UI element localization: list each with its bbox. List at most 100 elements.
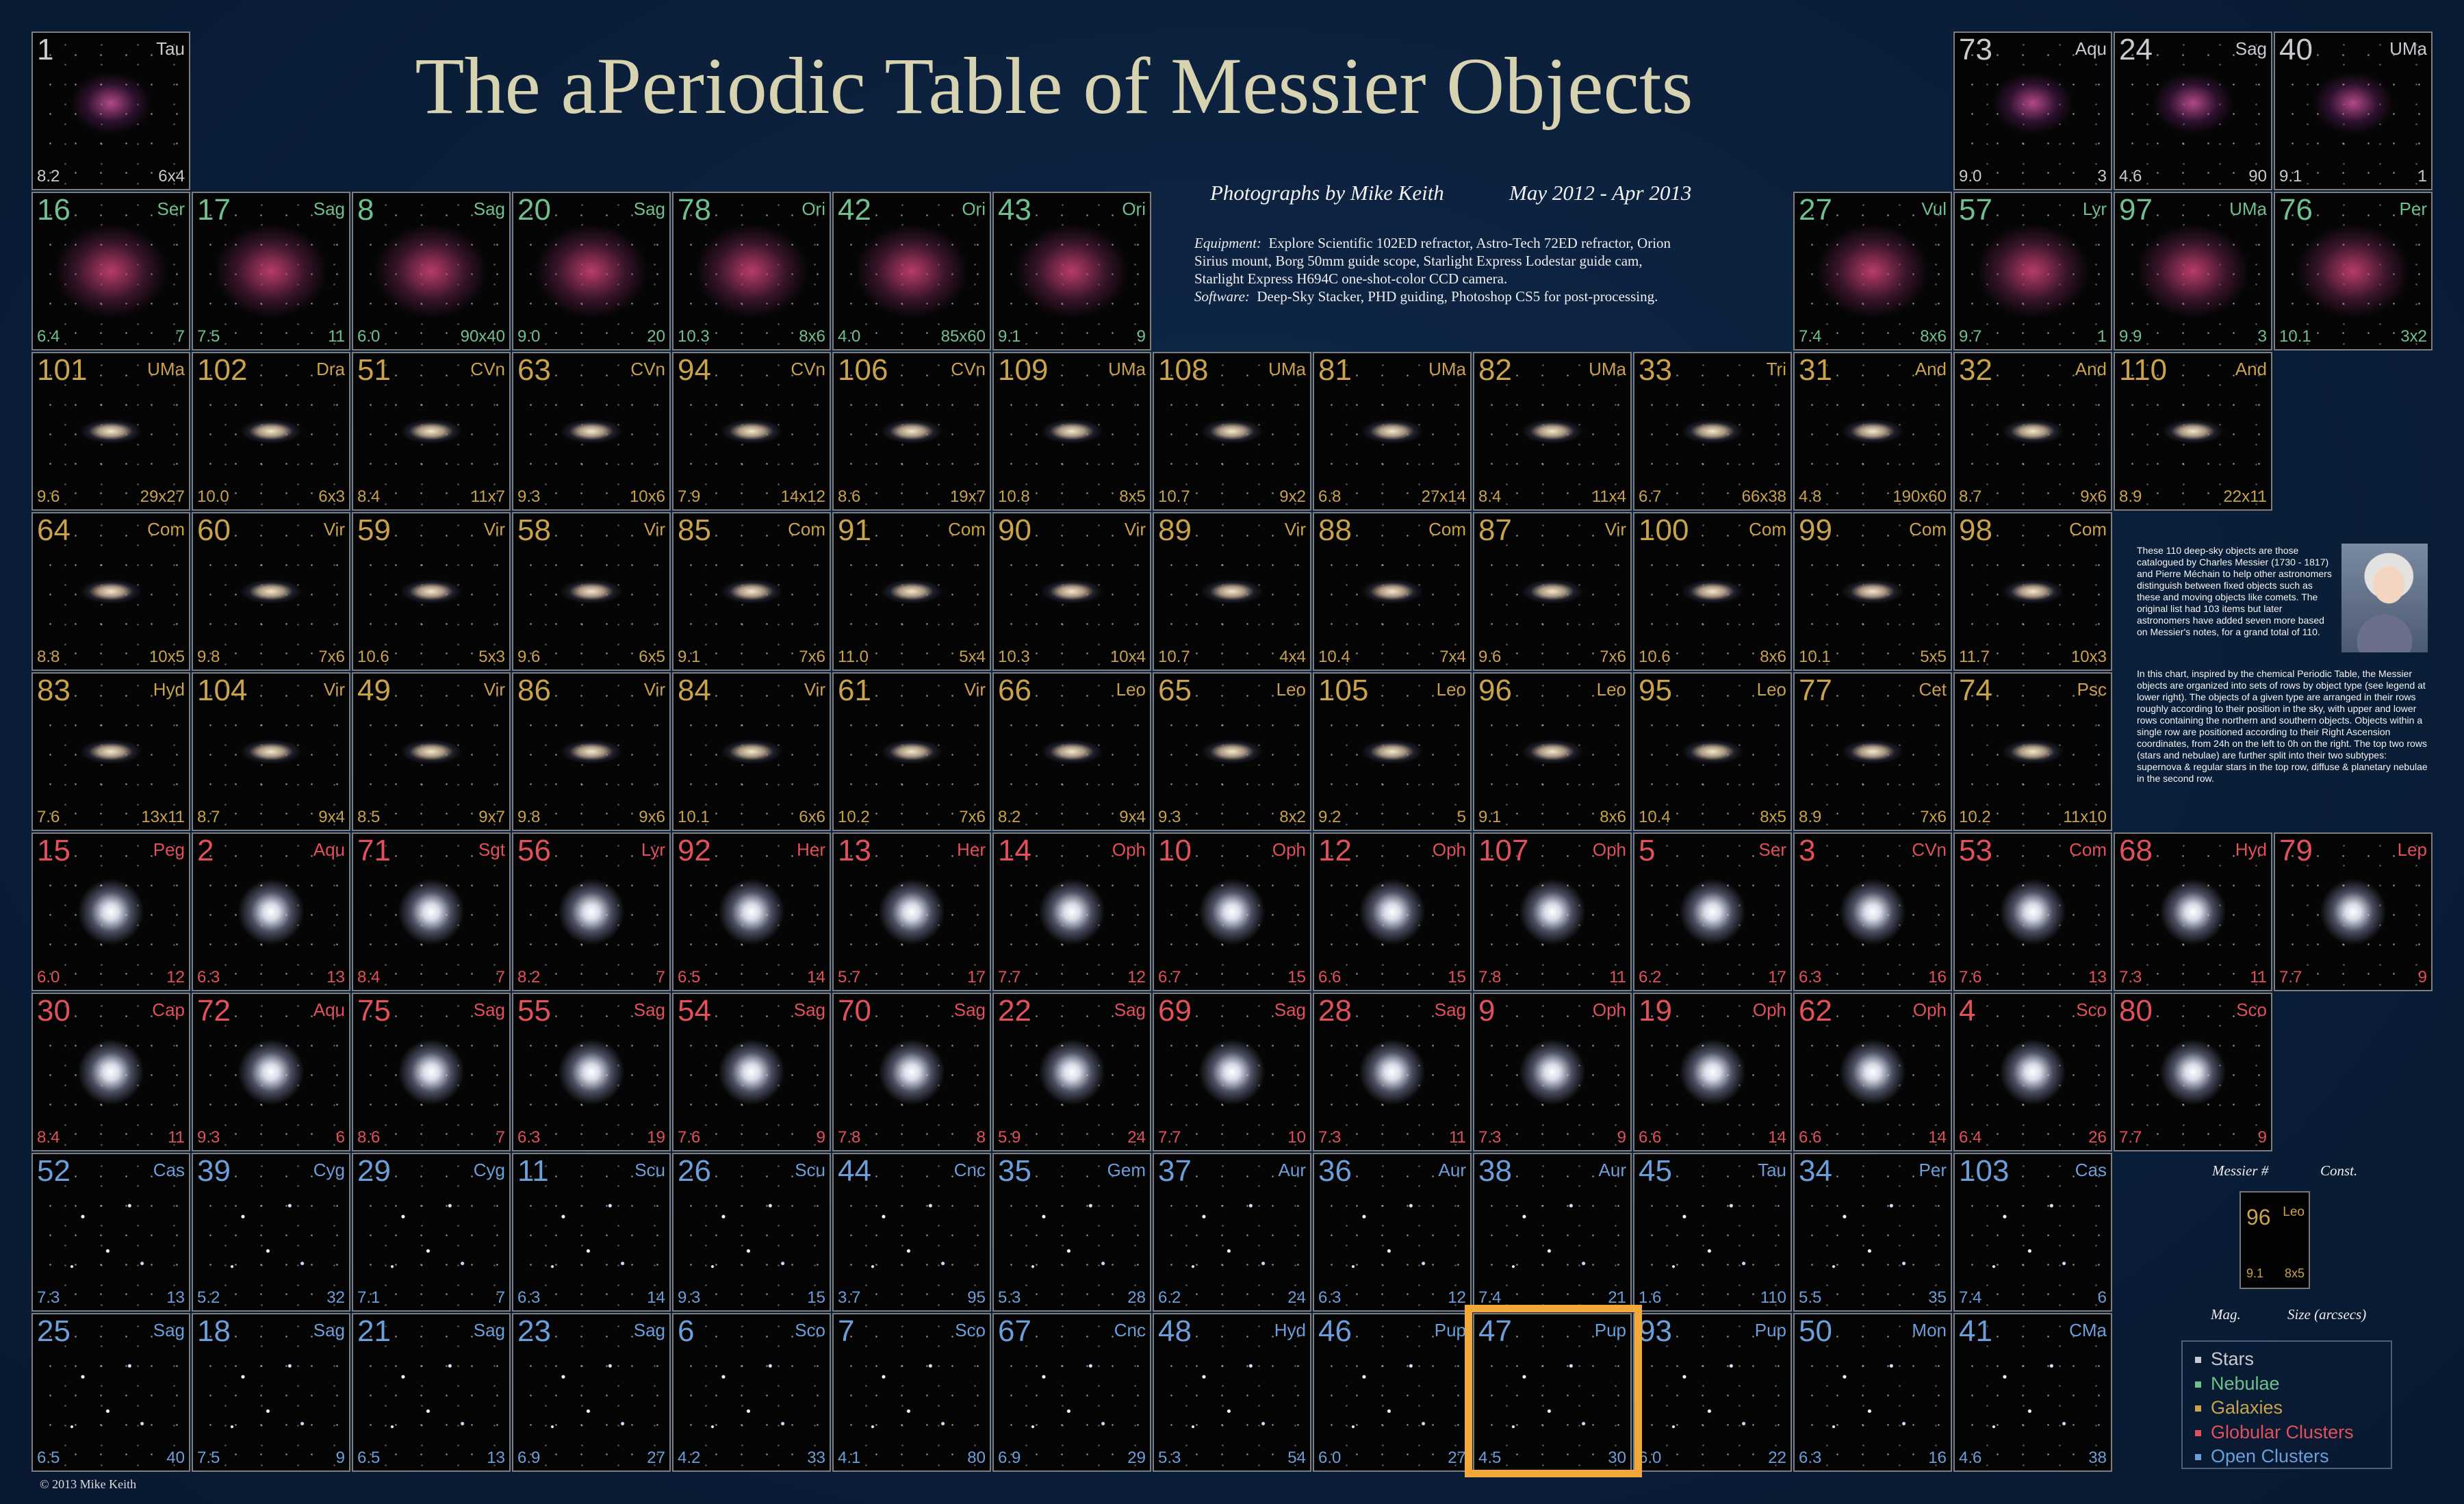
size: 6x3: [318, 487, 345, 506]
object-photo: [1474, 674, 1630, 830]
messier-cell: 27 Vul 7.4 8x6: [1793, 192, 1952, 350]
messier-number: 20: [517, 193, 551, 227]
messier-number: 107: [1478, 834, 1529, 867]
object-photo: [994, 994, 1150, 1150]
messier-number: 67: [998, 1314, 1031, 1348]
messier-cell: 58 Vir 9.6 6x5: [512, 512, 671, 671]
legend-item: Open Clusters: [2195, 1444, 2391, 1469]
size: 29x27: [140, 487, 185, 506]
object-photo: [193, 513, 349, 670]
constellation: Psc: [2077, 679, 2107, 700]
messier-number: 35: [998, 1154, 1031, 1188]
messier-cell: 14 Oph 7.7 12: [992, 832, 1151, 991]
messier-number: 86: [517, 674, 551, 707]
messier-cell: 51 CVn 8.4 11x7: [352, 352, 511, 511]
messier-number: 102: [197, 353, 248, 387]
messier-number: 72: [197, 994, 231, 1028]
constellation: Com: [147, 519, 185, 539]
key-constellation: Leo: [2283, 1205, 2305, 1219]
object-photo: [1795, 1314, 1951, 1470]
object-photo: [1795, 353, 1951, 509]
object-photo: [513, 513, 669, 670]
magnitude: 10.7: [1158, 648, 1190, 666]
magnitude: 9.7: [1959, 327, 1982, 346]
object-photo: [673, 674, 830, 830]
magnitude: 10.1: [2279, 327, 2311, 346]
messier-cell: 96 Leo 9.1 8x6: [1473, 672, 1632, 831]
messier-cell: 46 Pup 6.0 27: [1313, 1313, 1472, 1472]
size: 32: [326, 1288, 345, 1307]
size: 29: [1127, 1449, 1146, 1467]
messier-number: 78: [678, 193, 711, 227]
messier-cell: 47 Pup 4.5 30: [1473, 1313, 1632, 1472]
messier-cell: 4 Sco 6.4 26: [1953, 993, 2112, 1151]
messier-number: 6: [678, 1314, 695, 1348]
size: 10x3: [2070, 648, 2107, 666]
messier-cell: 95 Leo 10.4 8x5: [1633, 672, 1792, 831]
messier-number: 58: [517, 513, 551, 547]
messier-number: 5: [1639, 834, 1656, 867]
constellation: Her: [957, 839, 986, 860]
software-label: Software:: [1194, 288, 1250, 305]
size: 7x4: [1439, 648, 1466, 666]
constellation: Tau: [1758, 1160, 1786, 1180]
messier-number: 88: [1318, 513, 1352, 547]
size: 10x5: [149, 648, 185, 666]
object-photo: [994, 1314, 1150, 1470]
constellation: Per: [1918, 1160, 1947, 1180]
magnitude: 10.0: [197, 487, 229, 506]
magnitude: 5.2: [197, 1288, 220, 1307]
messier-cell: 75 Sag 8.6 7: [352, 993, 511, 1151]
messier-number: 92: [678, 834, 711, 867]
key-label: Size (arcsecs): [2287, 1306, 2367, 1323]
messier-number: 96: [1478, 674, 1512, 707]
key-cell: 96 Leo 9.1 8x5: [2240, 1191, 2310, 1289]
messier-cell: 17 Sag 7.5 11: [192, 192, 350, 350]
messier-cell: 30 Cap 8.4 11: [31, 993, 190, 1151]
messier-number: 94: [678, 353, 711, 387]
magnitude: 8.4: [1478, 487, 1502, 506]
object-photo: [1955, 1314, 2111, 1470]
messier-number: 79: [2279, 834, 2313, 867]
magnitude: 6.0: [37, 968, 60, 986]
magnitude: 9.1: [678, 648, 701, 666]
messier-number: 36: [1318, 1154, 1352, 1188]
size: 90: [2248, 167, 2267, 186]
magnitude: 6.3: [1318, 1288, 1342, 1307]
messier-cell: 3 CVn 6.3 16: [1793, 832, 1952, 991]
constellation: Vir: [483, 679, 505, 700]
key-label: Messier #: [2212, 1162, 2269, 1179]
messier-number: 16: [37, 193, 70, 227]
size: 15: [1448, 968, 1466, 986]
messier-number: 21: [357, 1314, 391, 1348]
magnitude: 7.4: [1478, 1288, 1502, 1307]
constellation: UMa: [1108, 359, 1146, 379]
object-photo: [994, 674, 1150, 830]
constellation: CVn: [791, 359, 825, 379]
messier-cell: 66 Leo 8.2 9x4: [992, 672, 1151, 831]
object-photo: [1955, 834, 2111, 990]
size: 7: [496, 968, 505, 986]
messier-cell: 2 Aqu 6.3 13: [192, 832, 350, 991]
messier-cell: 5 Ser 6.2 17: [1633, 832, 1792, 991]
size: 10x6: [629, 487, 665, 506]
constellation: Pup: [1754, 1320, 1786, 1340]
object-photo: [1955, 674, 2111, 830]
constellation: Cas: [2075, 1160, 2107, 1180]
messier-number: 29: [357, 1154, 391, 1188]
magnitude: 7.7: [2279, 968, 2302, 986]
messier-number: 52: [37, 1154, 70, 1188]
equipment-label: Equipment:: [1194, 235, 1261, 251]
size: 12: [166, 968, 185, 986]
magnitude: 11.0: [838, 648, 869, 666]
messier-cell: 82 UMa 8.4 11x4: [1473, 352, 1632, 511]
size: 27: [1448, 1449, 1466, 1467]
copyright: © 2013 Mike Keith: [40, 1477, 137, 1491]
magnitude: 8.4: [37, 1128, 60, 1147]
constellation: Pup: [1594, 1320, 1626, 1340]
magnitude: 7.6: [678, 1128, 701, 1147]
object-photo: [193, 834, 349, 990]
size: 9: [1617, 1128, 1626, 1147]
size: 11: [2250, 968, 2267, 986]
messier-cell: 64 Com 8.8 10x5: [31, 512, 190, 671]
